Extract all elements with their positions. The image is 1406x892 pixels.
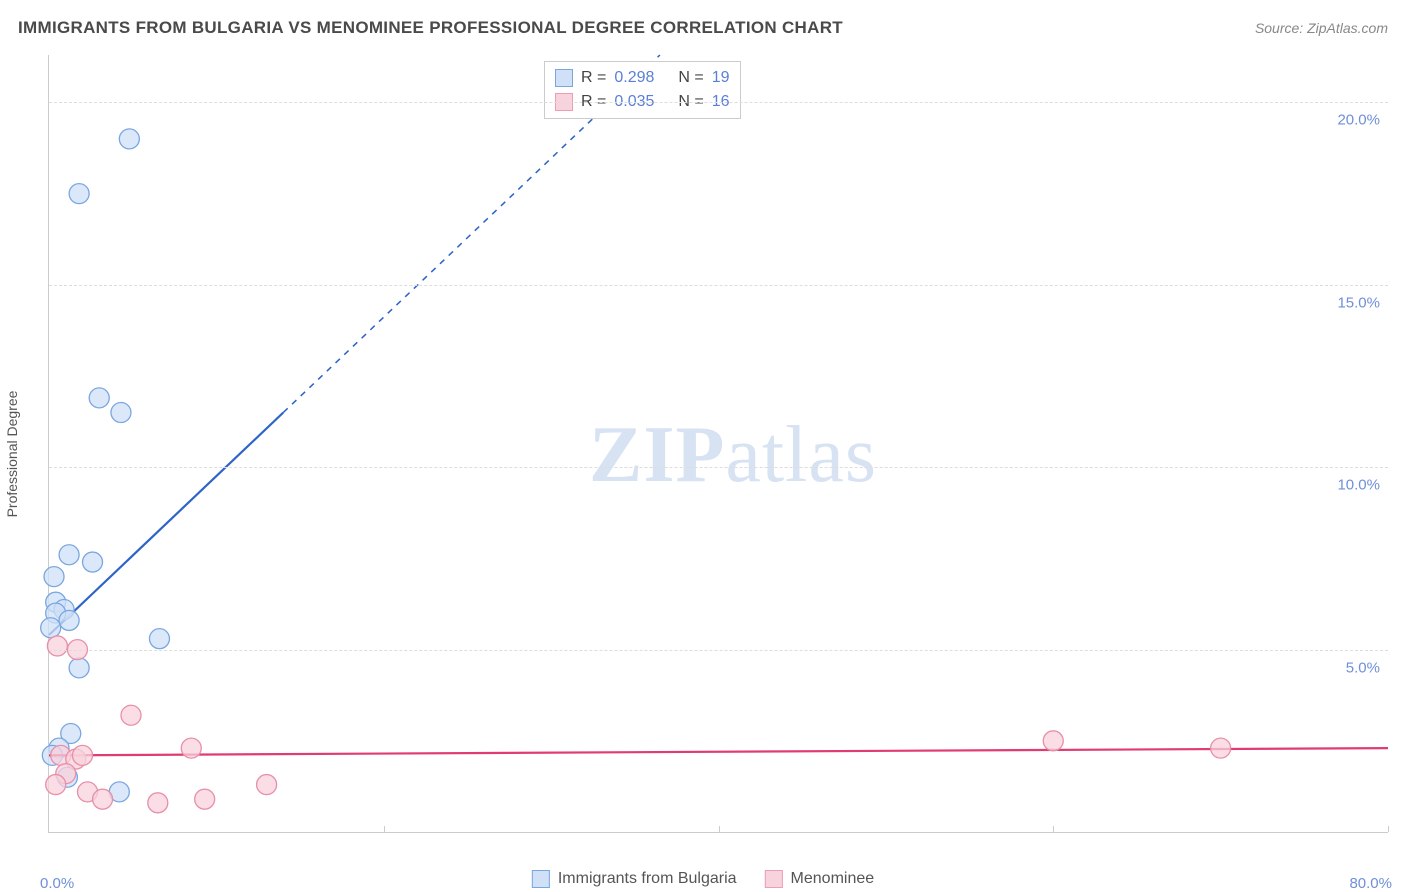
legend-swatch-icon	[532, 870, 550, 888]
gridline	[49, 467, 1388, 468]
gridline	[49, 650, 1388, 651]
gridline	[49, 285, 1388, 286]
legend-swatch-icon	[555, 69, 573, 87]
legend-box: R = 0.298 N = 19 R = 0.035 N = 16	[544, 61, 741, 119]
legend-bottom: Immigrants from Bulgaria Menominee	[532, 870, 874, 888]
chart-title: IMMIGRANTS FROM BULGARIA VS MENOMINEE PR…	[18, 18, 843, 38]
x-tick	[1388, 826, 1389, 832]
gridline	[49, 102, 1388, 103]
legend-item: Immigrants from Bulgaria	[532, 870, 737, 888]
legend-label: Immigrants from Bulgaria	[558, 870, 737, 888]
chart-svg	[49, 55, 1388, 832]
legend-row: R = 0.298 N = 19	[555, 66, 730, 90]
legend-swatch-icon	[765, 870, 783, 888]
source-label: Source: ZipAtlas.com	[1255, 20, 1388, 36]
x-axis-end-label: 80.0%	[1349, 875, 1392, 892]
x-tick	[384, 826, 385, 832]
legend-r-value: 0.298	[614, 66, 654, 90]
legend-item: Menominee	[765, 870, 875, 888]
plot-area: ZIPatlas R = 0.298 N = 19 R = 0.035 N = …	[48, 55, 1388, 833]
y-tick-label: 10.0%	[1337, 477, 1380, 494]
y-tick-label: 5.0%	[1346, 659, 1380, 676]
x-axis-start-label: 0.0%	[40, 875, 74, 892]
x-tick	[719, 826, 720, 832]
y-tick-label: 15.0%	[1337, 294, 1380, 311]
legend-label: Menominee	[791, 870, 875, 888]
legend-r-label: R =	[581, 66, 606, 90]
x-tick	[1053, 826, 1054, 832]
y-axis-label: Professional Degree	[4, 391, 20, 518]
legend-n-value: 19	[712, 66, 730, 90]
y-tick-label: 20.0%	[1337, 112, 1380, 129]
legend-n-label: N =	[678, 66, 703, 90]
header-row: IMMIGRANTS FROM BULGARIA VS MENOMINEE PR…	[18, 18, 1388, 38]
